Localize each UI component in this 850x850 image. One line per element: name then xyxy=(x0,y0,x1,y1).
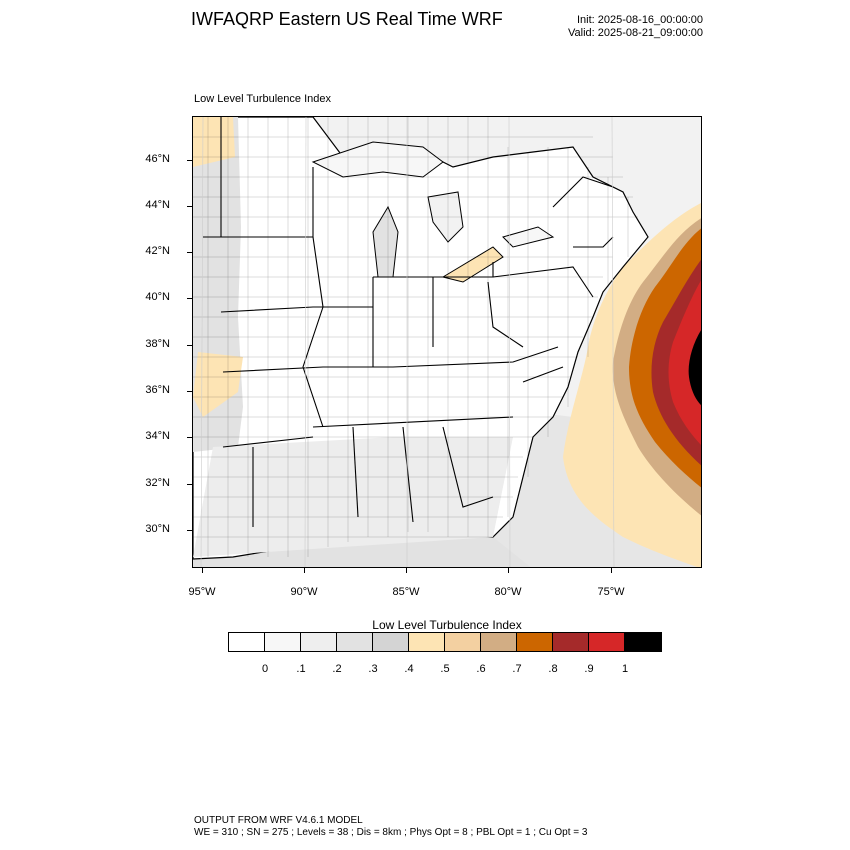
map-panel xyxy=(192,116,702,568)
colorbar-swatch xyxy=(301,633,337,651)
lake-michigan xyxy=(372,205,399,278)
colorbar xyxy=(228,632,662,652)
colorbar-swatch xyxy=(517,633,553,651)
lon-tick xyxy=(508,568,509,573)
lon-label: 85°W xyxy=(392,586,420,598)
colorbar-label: .4 xyxy=(404,663,414,675)
colorbar-label: .3 xyxy=(368,663,378,675)
footer-config: WE = 310 ; SN = 275 ; Levels = 38 ; Dis … xyxy=(194,827,588,838)
lat-tick xyxy=(187,160,192,161)
lat-label: 44°N xyxy=(145,199,170,211)
colorbar-label: .8 xyxy=(548,663,558,675)
lon-tick xyxy=(202,568,203,573)
graticule xyxy=(200,117,615,567)
ozarks-turbulence-patch xyxy=(193,352,243,417)
plains-turbulence-patch xyxy=(193,117,235,167)
map-field-label: Low Level Turbulence Index xyxy=(194,93,331,105)
lat-tick xyxy=(187,206,192,207)
colorbar-swatch xyxy=(625,633,661,651)
colorbar-title: Low Level Turbulence Index xyxy=(372,618,522,632)
lat-label: 30°N xyxy=(145,523,170,535)
lon-tick xyxy=(406,568,407,573)
colorbar-swatch xyxy=(373,633,409,651)
colorbar-label: 1 xyxy=(621,663,629,675)
lon-label: 90°W xyxy=(290,586,318,598)
colorbar-swatch xyxy=(337,633,373,651)
lat-tick xyxy=(187,484,192,485)
turbulence-band-1 xyxy=(668,280,701,445)
lat-tick xyxy=(187,437,192,438)
map-canvas xyxy=(193,117,701,567)
colorbar-swatch xyxy=(481,633,517,651)
colorbar-label: 0 xyxy=(261,663,269,675)
colorbar-swatch xyxy=(445,633,481,651)
footer-model: OUTPUT FROM WRF V4.6.1 MODEL xyxy=(194,815,363,826)
lat-tick xyxy=(187,530,192,531)
lat-tick xyxy=(187,252,192,253)
colorbar-swatch xyxy=(589,633,625,651)
lat-label: 34°N xyxy=(145,430,170,442)
turbulence-max xyxy=(688,330,701,406)
lon-label: 75°W xyxy=(597,586,625,598)
lon-label: 95°W xyxy=(188,586,216,598)
lat-tick xyxy=(187,391,192,392)
colorbar-label: .9 xyxy=(584,663,594,675)
lat-label: 46°N xyxy=(145,153,170,165)
init-time: Init: 2025-08-16_00:00:00 xyxy=(577,14,703,26)
lat-label: 40°N xyxy=(145,291,170,303)
colorbar-label: .1 xyxy=(296,663,306,675)
lat-label: 32°N xyxy=(145,477,170,489)
lake-superior xyxy=(311,141,444,178)
county-borders xyxy=(193,117,638,557)
colorbar-label: .5 xyxy=(440,663,450,675)
lon-label: 80°W xyxy=(494,586,522,598)
lon-tick xyxy=(304,568,305,573)
colorbar-label: .6 xyxy=(476,663,486,675)
lat-label: 38°N xyxy=(145,338,170,350)
lon-tick xyxy=(611,568,612,573)
colorbar-swatch xyxy=(553,633,589,651)
valid-time: Valid: 2025-08-21_09:00:00 xyxy=(568,27,703,39)
colorbar-label: .2 xyxy=(332,663,342,675)
colorbar-swatch xyxy=(229,633,265,651)
colorbar-swatch xyxy=(265,633,301,651)
lat-tick xyxy=(187,298,192,299)
lat-label: 42°N xyxy=(145,245,170,257)
page-title: IWFAQRP Eastern US Real Time WRF xyxy=(191,9,503,29)
colorbar-swatch xyxy=(409,633,445,651)
lat-label: 36°N xyxy=(145,384,170,396)
lat-tick xyxy=(187,345,192,346)
colorbar-label: .7 xyxy=(512,663,522,675)
